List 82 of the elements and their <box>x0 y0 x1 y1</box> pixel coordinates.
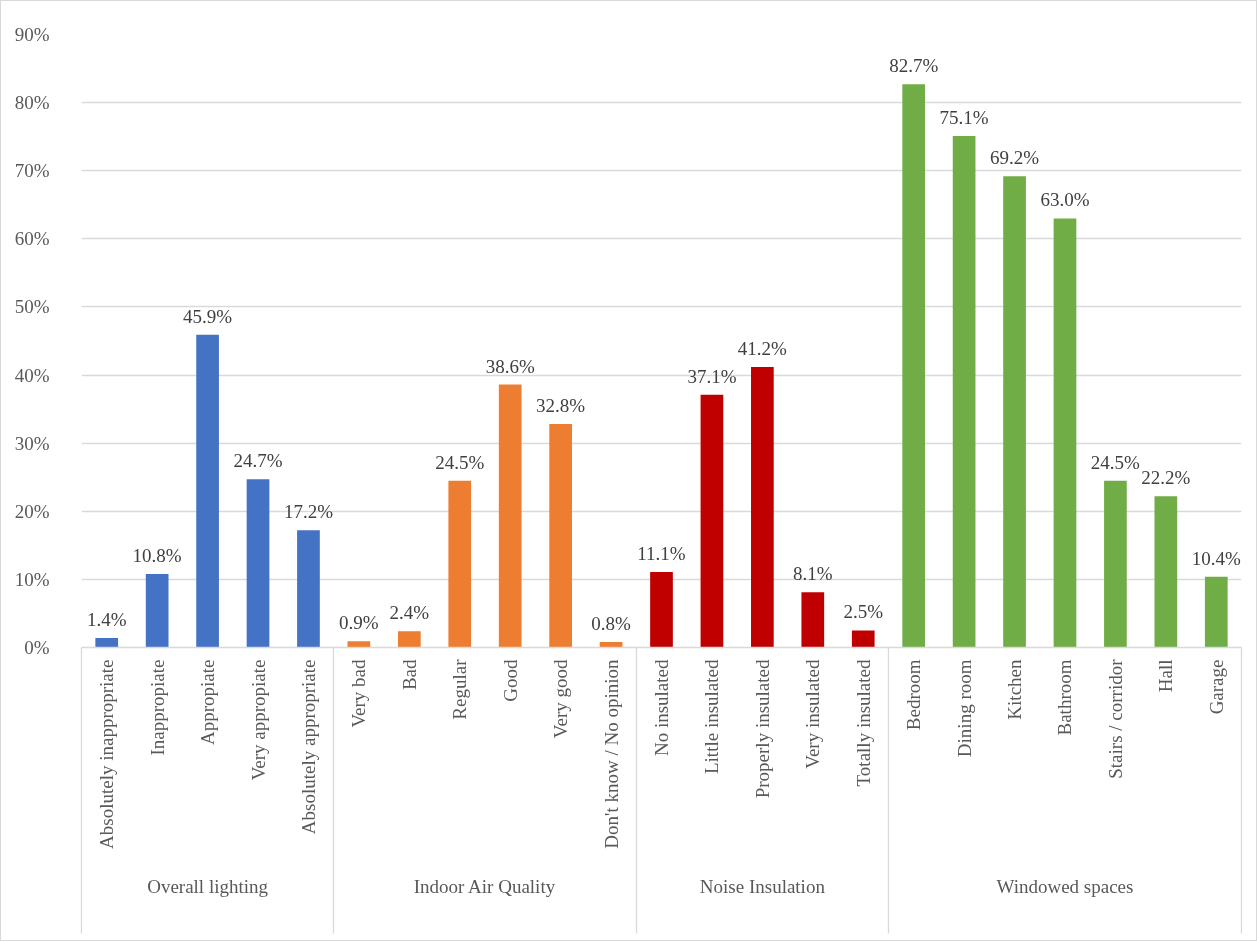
x-tick-label: Absolutely appropriate <box>297 659 319 835</box>
text: Noise Insulation <box>699 875 826 897</box>
y-tick-label: 50% <box>14 296 50 318</box>
bar <box>549 424 572 648</box>
data-label: 10.4% <box>1191 547 1241 569</box>
bar <box>347 641 371 648</box>
bar <box>1053 218 1077 648</box>
bar <box>1204 576 1228 648</box>
data-label: 24.5% <box>435 451 485 473</box>
bar <box>952 135 976 648</box>
bar <box>246 479 270 648</box>
bar <box>1104 480 1127 648</box>
data-label: 0.8% <box>591 613 632 635</box>
data-label: 22.2% <box>1141 467 1191 489</box>
x-tick-label: Very appropiate <box>247 659 269 781</box>
x-tick-label: Bathroom <box>1054 659 1076 736</box>
x-tick-label: Very insulated <box>802 659 824 769</box>
bar <box>498 384 522 648</box>
x-tick-label: Dining room <box>953 659 975 758</box>
y-tick-label: 90% <box>14 24 50 45</box>
bar <box>801 592 825 648</box>
x-tick-label: Hall <box>1155 659 1177 693</box>
text: Overall lighting <box>147 875 269 897</box>
x-tick-label: Bad <box>398 659 420 691</box>
data-label: 45.9% <box>183 305 233 327</box>
y-tick-label: 40% <box>14 364 50 386</box>
bar <box>95 637 119 648</box>
bar <box>851 630 875 648</box>
x-tick-label: Properly insulated <box>751 659 773 799</box>
data-label: 82.7% <box>889 55 939 77</box>
x-tick-label: Very good <box>550 659 572 739</box>
data-label: 1.4% <box>86 608 127 630</box>
x-tick-label: Totally insulated <box>852 659 874 787</box>
data-label: 37.1% <box>687 365 737 387</box>
x-tick-label: Little insulated <box>701 659 723 774</box>
data-label: 11.1% <box>637 542 686 564</box>
text: Indoor Air Quality <box>413 875 556 897</box>
data-label: 10.8% <box>132 544 182 566</box>
y-tick-label: 70% <box>14 160 50 182</box>
text: Windowed spaces <box>996 875 1134 897</box>
data-label: 63.0% <box>1040 189 1090 211</box>
data-label: 69.2% <box>990 147 1040 169</box>
y-tick-label: 30% <box>14 432 50 454</box>
x-tick-label: Good <box>499 659 521 702</box>
x-tick-label: Don't know / No opinion <box>600 659 622 849</box>
bar <box>902 84 926 648</box>
data-label: 75.1% <box>939 106 989 128</box>
data-label: 17.2% <box>283 501 334 523</box>
bar <box>1003 176 1026 648</box>
bar <box>751 366 774 648</box>
x-tick-label: Stairs / corridor <box>1104 658 1126 779</box>
data-label: 2.5% <box>843 601 884 623</box>
data-label: 2.4% <box>389 602 430 624</box>
bar <box>700 394 724 648</box>
y-tick-label: 80% <box>14 92 50 114</box>
data-label: 38.6% <box>485 355 535 377</box>
x-tick-label: Regular <box>449 658 471 720</box>
y-tick-label: 60% <box>14 228 50 250</box>
x-tick-label: No insulated <box>651 659 672 757</box>
x-tick-label: Appropiate <box>197 659 219 745</box>
x-tick-label: Very bad <box>348 659 370 728</box>
x-tick-label: Inappropiate <box>146 659 168 756</box>
y-tick-label: 10% <box>14 568 50 590</box>
bar <box>448 480 472 648</box>
x-tick-label: Bedroom <box>903 659 925 731</box>
bar <box>397 631 421 648</box>
y-tick-label: 0% <box>24 637 50 658</box>
x-tick-label: Absolutely inappropriate <box>96 659 118 849</box>
bar <box>145 573 169 648</box>
x-tick-label: Kitchen <box>1004 659 1026 720</box>
data-label: 24.7% <box>233 450 283 472</box>
bar <box>196 334 219 648</box>
bar <box>297 530 320 648</box>
data-label: 41.2% <box>737 337 788 359</box>
data-label: 32.8% <box>536 395 586 417</box>
data-label: 0.9% <box>339 612 379 634</box>
x-tick-label: Garage <box>1205 659 1227 715</box>
bar <box>1154 496 1178 648</box>
data-label: 24.5% <box>1090 451 1141 473</box>
data-label: 8.1% <box>793 563 833 585</box>
y-tick-label: 20% <box>14 500 50 522</box>
bar <box>650 571 673 648</box>
